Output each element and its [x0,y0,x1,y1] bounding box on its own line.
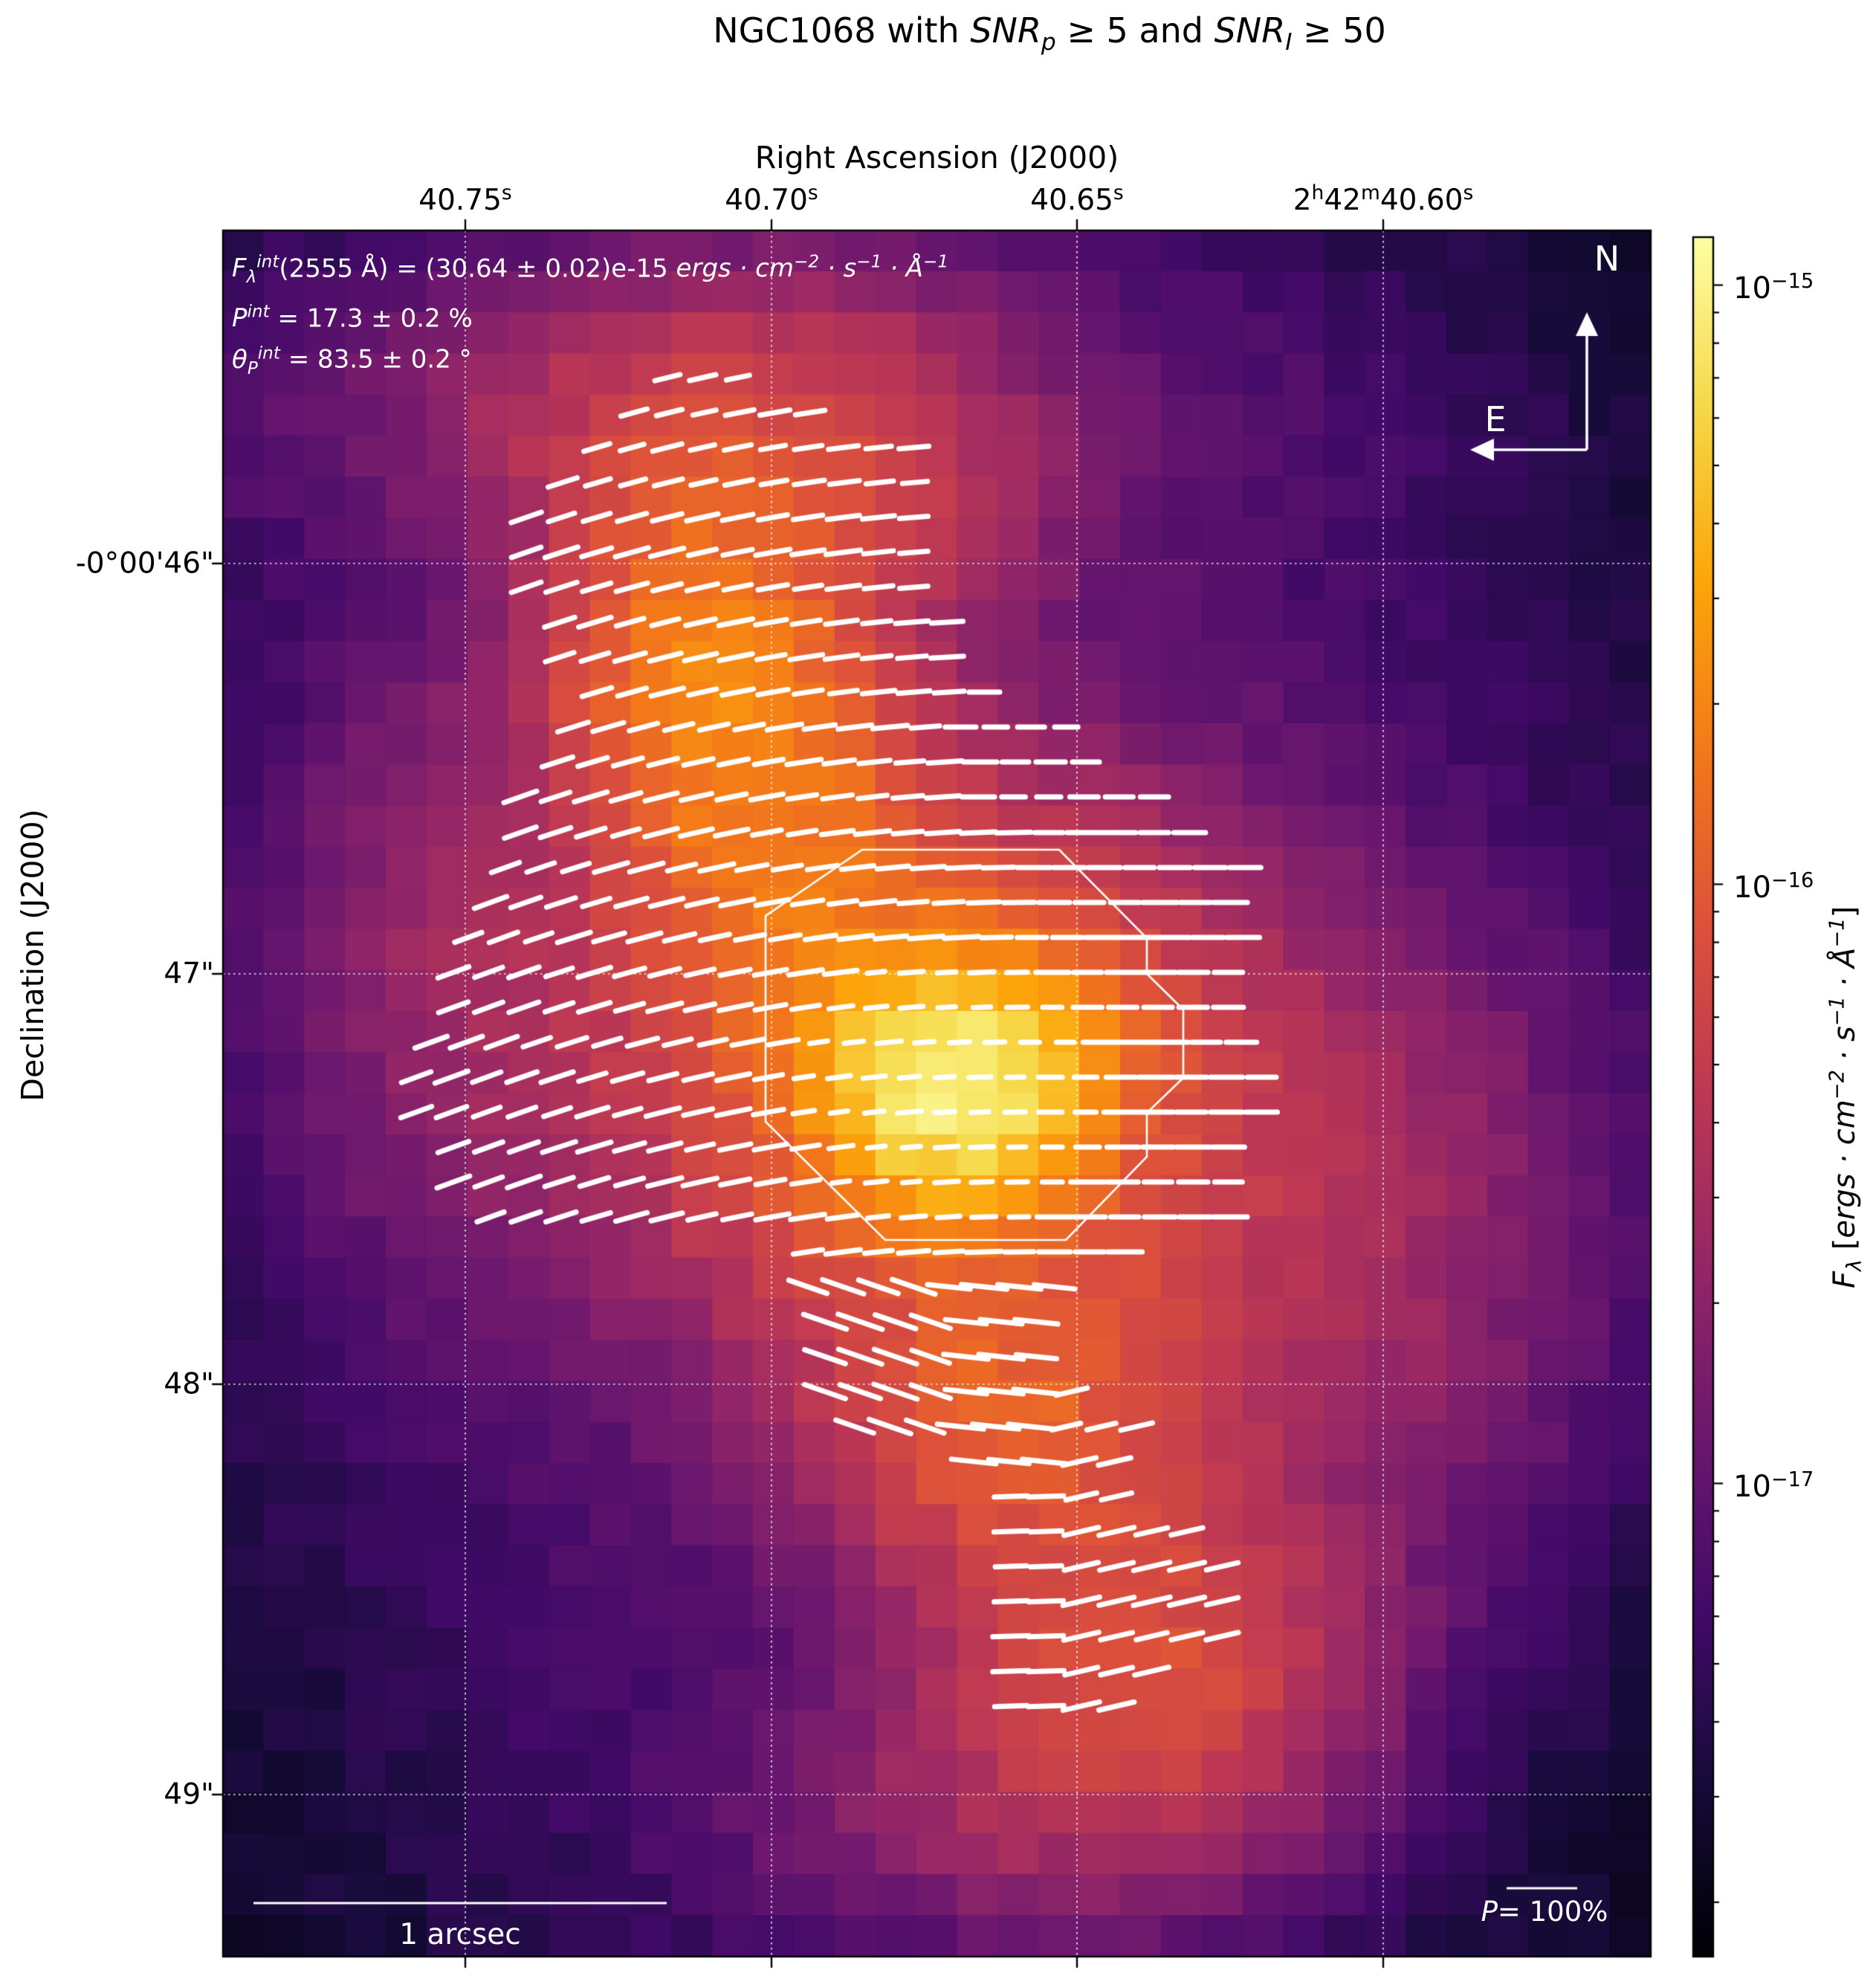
colorbar-label: Fλ [ergs · cm−2 · s−1 · Å−1] [1825,905,1867,1289]
colorbar-tick-label: 10−16 [1733,868,1814,905]
integrated-values-annotation: Fλint(2555 Å) = (30.64 ± 0.02)e-15 ergs … [232,245,948,387]
x-tick-label: 40.70s [725,181,818,217]
colorbar-tick-label: 10−17 [1733,1467,1814,1505]
compass-east-label: E [1484,399,1507,439]
page-title: NGC1068 with SNRp ≥ 5 and SNRI ≥ 50 [713,10,1386,56]
y-tick-label: -0°00'46" [75,546,214,581]
scalebar-label: 1 arcsec [399,1918,521,1951]
y-tick-label: 48" [164,1367,214,1401]
x-axis-label: Right Ascension (J2000) [754,140,1119,175]
x-tick-label: 40.65s [1030,181,1124,217]
annotation-angle-line: θPint = 83.5 ± 0.2 ° [232,343,472,378]
y-tick-label: 47" [164,957,214,991]
annotation-flux-line: Fλint(2555 Å) = (30.64 ± 0.02)e-15 ergs … [232,253,949,288]
polarization-scale-label: P= 100% [1481,1896,1608,1928]
colorbar-tick-label: 10−15 [1733,269,1814,306]
annotation-polarization-line: Pint = 17.3 ± 0.2 % [232,303,473,334]
x-tick-label: 2h42m40.60s [1293,181,1474,217]
compass-north-label: N [1594,239,1620,279]
x-tick-label: 40.75s [418,181,512,217]
y-axis-label: Declination (J2000) [15,809,51,1102]
y-tick-label: 49" [164,1777,214,1812]
